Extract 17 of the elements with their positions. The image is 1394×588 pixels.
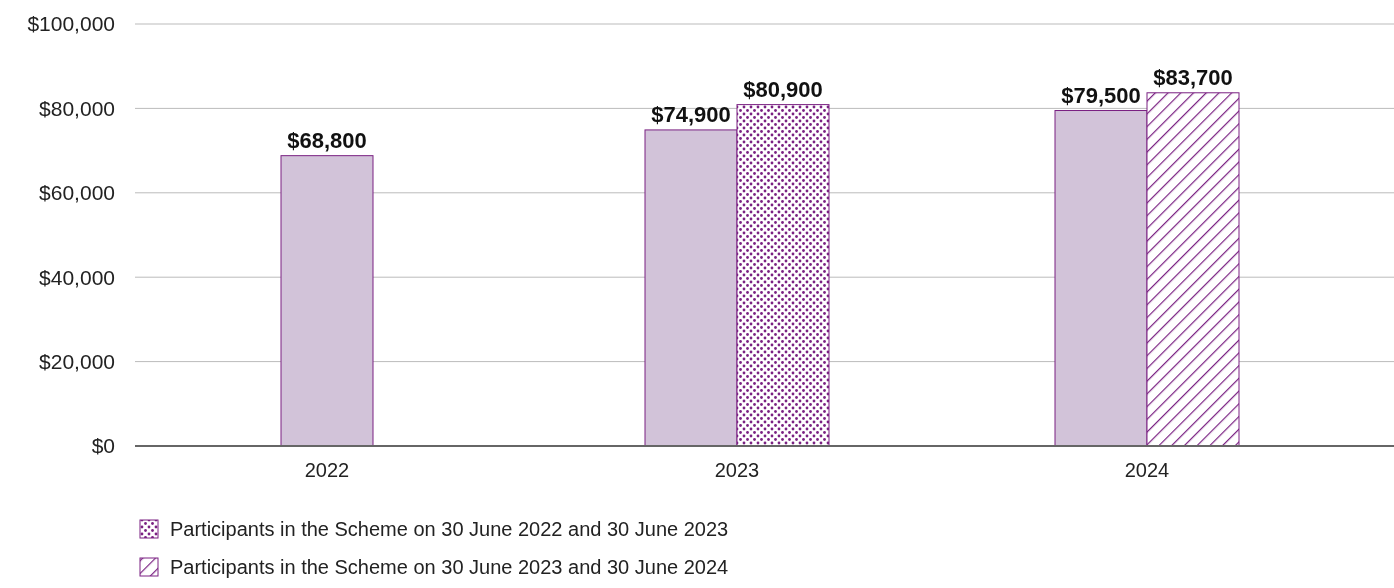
x-tick-label: 2024 xyxy=(1124,459,1170,481)
data-label: $74,900 xyxy=(651,101,731,127)
data-label: $79,500 xyxy=(1061,82,1141,108)
data-label: $68,800 xyxy=(287,127,367,153)
y-tick-label: $100,000 xyxy=(27,12,115,36)
data-label: $80,900 xyxy=(743,76,823,102)
y-tick-label: $20,000 xyxy=(39,349,115,373)
y-tick-label: $60,000 xyxy=(39,181,115,205)
y-tick-label: $40,000 xyxy=(39,265,115,289)
y-tick-label: $80,000 xyxy=(39,96,115,120)
legend-label: Participants in the Scheme on 30 June 2022 and 30 June 2023 xyxy=(170,518,729,540)
x-tick-label: 2022 xyxy=(304,459,350,481)
y-tick-label: $0 xyxy=(91,434,115,458)
legend-label: Participants in the Scheme on 30 June 2023 and 30 June 2024 xyxy=(170,556,729,578)
x-tick-label: 2023 xyxy=(714,459,760,481)
data-label: $83,700 xyxy=(1153,64,1233,90)
bar xyxy=(280,155,374,447)
